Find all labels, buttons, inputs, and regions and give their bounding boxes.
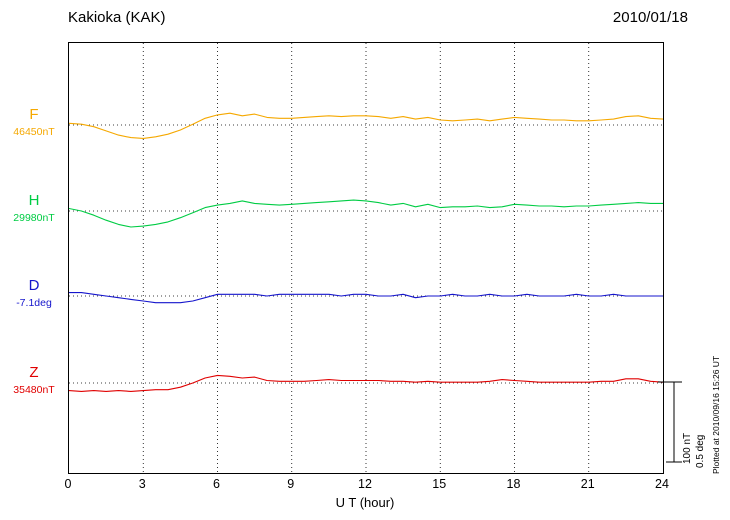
scale-label-deg: 0.5 deg (695, 434, 706, 468)
x-tick-label: 18 (506, 477, 521, 491)
date-label: 2010/01/18 (612, 9, 688, 26)
trace-base-value-F: 46450nT (13, 125, 55, 138)
trace-H (69, 199, 663, 228)
trace-base-value-D: -7.1deg (16, 296, 52, 309)
trace-F (69, 112, 663, 139)
trace-label-H: H 29980nT (6, 192, 62, 225)
x-tick-label: 24 (655, 477, 669, 491)
trace-base-value-Z: 35480nT (13, 383, 55, 396)
x-axis-tick-labels: 0 3 6 9 12 15 18 21 24 (0, 477, 730, 493)
x-tick-label: 9 (287, 477, 295, 491)
amplitude-scale-bar (658, 381, 682, 463)
x-tick-label: 21 (580, 477, 595, 491)
x-tick-label: 15 (432, 477, 447, 491)
trace-name-F: F (29, 106, 39, 123)
trace-Z (69, 374, 663, 392)
trace-label-F: F 46450nT (6, 106, 62, 139)
trace-label-Z: Z 35480nT (6, 364, 62, 397)
magnetogram-plot-svg (69, 43, 663, 473)
scale-label-nt: 100 nT (682, 432, 693, 464)
station-title: Kakioka (KAK) (68, 9, 166, 26)
trace-label-D: D -7.1deg (6, 277, 62, 310)
plotted-at-note: Plotted at 2010/09/16 15:26 UT (711, 355, 721, 474)
x-tick-label: 3 (138, 477, 146, 491)
x-tick-label: 12 (358, 477, 372, 491)
trace-name-H: H (28, 192, 40, 209)
x-axis-label: U T (hour) (335, 495, 395, 510)
trace-D (69, 292, 663, 304)
x-tick-label: 0 (64, 477, 72, 491)
trace-name-Z: Z (29, 364, 39, 381)
x-tick-label: 6 (213, 477, 220, 491)
trace-name-D: D (28, 277, 40, 294)
trace-base-value-H: 29980nT (13, 211, 55, 224)
plot-area (68, 42, 664, 474)
